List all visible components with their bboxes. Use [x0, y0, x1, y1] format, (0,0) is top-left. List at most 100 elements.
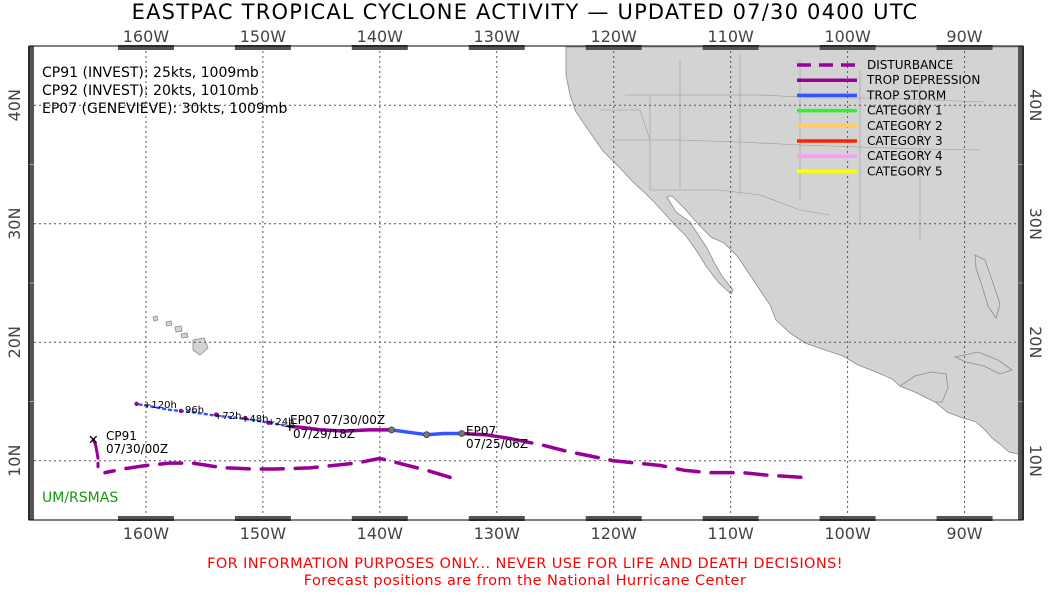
lon-label: 150W: [240, 27, 287, 46]
storm-label-ep07-date: 07/25/06Z: [466, 437, 528, 451]
lon-label: 110W: [707, 27, 754, 46]
tick-bar-top: [351, 45, 408, 50]
yucatan-peninsula: [899, 371, 949, 403]
lon-label: 120W: [591, 524, 638, 543]
border: [649, 55, 921, 240]
ep07-depression-track: [459, 431, 511, 440]
lon-label: 150W: [240, 524, 287, 543]
lon-label: 100W: [824, 27, 871, 46]
forecast-labels: +120h 96h +72h +48h +24h: [143, 400, 294, 428]
forecast-source-text: Forecast positions are from the National…: [303, 573, 747, 589]
lon-label: 160W: [123, 524, 170, 543]
forecast-label-24h: +24h: [267, 417, 294, 428]
map-title: EASTPAC TROPICAL CYCLONE ACTIVITY — UPDA…: [131, 0, 919, 24]
ep07-depression-track-west: [288, 424, 394, 433]
frame-tick-bars: [28, 45, 1024, 521]
legend-label: CATEGORY 3: [867, 134, 943, 148]
island: [165, 320, 173, 327]
lon-label: 130W: [474, 27, 521, 46]
tick-bar-bottom: [234, 516, 291, 521]
lat-labels-left: 10N 20N 30N 40N: [5, 89, 24, 477]
legend-label: DISTURBANCE: [867, 58, 953, 72]
forecast-point: [134, 401, 139, 407]
tick-bar-bottom: [468, 516, 525, 521]
tick-bar-left: [28, 46, 34, 165]
cp91-disturbance-track: [95, 449, 100, 469]
legend-label: CATEGORY 4: [867, 149, 943, 163]
ep07-position-mark: [285, 421, 295, 432]
storm-label-cp92-date: 07/29/18Z: [293, 427, 355, 441]
track-point: [388, 426, 395, 434]
lon-label: 120W: [591, 27, 638, 46]
tick-bar-left: [28, 283, 34, 402]
lat-label: 40N: [5, 89, 24, 121]
legend-label: TROP STORM: [866, 88, 946, 102]
legend-label: CATEGORY 2: [867, 119, 943, 133]
tick-bar-top: [234, 45, 291, 50]
cuba: [953, 351, 1013, 375]
disclaimer-text: FOR INFORMATION PURPOSES ONLY... NEVER U…: [207, 556, 843, 572]
cp91-depression-track: [91, 437, 99, 453]
island: [180, 332, 189, 339]
legend-label: CATEGORY 5: [867, 164, 943, 178]
lat-labels-right: 10N 20N 30N 40N: [1026, 89, 1045, 477]
border: [600, 109, 651, 141]
tick-bar-top: [585, 45, 642, 50]
lat-label: 30N: [5, 208, 24, 240]
legend-label: TROP DEPRESSION: [866, 73, 980, 87]
island: [152, 315, 159, 322]
tick-bar-right: [1018, 164, 1024, 283]
lat-label: 10N: [5, 445, 24, 477]
storm-label-ep07-current-date: 07/30/00Z: [323, 413, 385, 427]
lat-label: 20N: [1026, 326, 1045, 358]
map-border: [28, 45, 1024, 521]
border: [625, 94, 986, 103]
tick-bar-top: [819, 45, 876, 50]
tick-bar-left: [28, 401, 34, 520]
tick-bar-top: [702, 45, 759, 50]
forecast-label-72h: +72h: [214, 411, 241, 422]
border: [650, 189, 831, 216]
tick-bar-right: [1018, 46, 1024, 165]
storm-label-ep07-current-name: EP07: [290, 413, 320, 427]
tick-bar-top: [468, 45, 525, 50]
forecast-label-96h: 96h: [185, 405, 204, 416]
tick-bar-bottom: [585, 516, 642, 521]
lat-label: 40N: [1026, 89, 1045, 121]
storm-tracks: [89, 401, 803, 480]
cp91-position-mark: [89, 435, 97, 444]
storm-labels: CP91 07/30/00Z EP07 07/25/06Z EP07 07/30…: [106, 413, 528, 456]
lon-labels-bottom: 160W 150W 140W 130W 120W 110W 100W 90W: [123, 524, 983, 543]
lon-label: 100W: [824, 524, 871, 543]
lon-labels-top: 160W 150W 140W 130W 120W 110W 100W 90W: [123, 27, 983, 46]
credit-label: UM/RSMAS: [42, 490, 118, 506]
ep07-disturbance-track: [506, 436, 803, 480]
lon-label: 140W: [357, 27, 404, 46]
status-block: CP91 (INVEST): 25kts, 1009mb CP92 (INVES…: [42, 65, 288, 117]
forecast-label-48h: +48h: [241, 414, 268, 425]
tick-bar-bottom: [117, 516, 174, 521]
florida: [974, 254, 1001, 319]
lat-label: 20N: [5, 326, 24, 358]
storm-label-cp91-date: 07/30/00Z: [106, 442, 168, 456]
tick-bar-right: [1018, 401, 1024, 520]
storm-label-ep07-name: EP07: [466, 424, 496, 438]
track-point: [458, 430, 466, 437]
lon-label: 130W: [474, 524, 521, 543]
status-line-ep07: EP07 (GENEVIEVE): 30kts, 1009mb: [42, 101, 288, 117]
tick-bar-bottom: [936, 516, 993, 521]
track-point: [423, 431, 431, 439]
storm-label-cp91-name: CP91: [106, 429, 137, 443]
forecast-point: [213, 412, 219, 417]
forecast-label-120h: +120h: [143, 400, 177, 411]
tick-bar-top: [117, 45, 174, 50]
legend-label: CATEGORY 1: [867, 104, 943, 118]
tick-bar-bottom: [819, 516, 876, 521]
tick-bar-bottom: [351, 516, 408, 521]
forecast-point: [266, 420, 271, 426]
lon-label: 140W: [357, 524, 404, 543]
tick-bar-left: [28, 164, 34, 283]
lon-label: 90W: [946, 27, 982, 46]
